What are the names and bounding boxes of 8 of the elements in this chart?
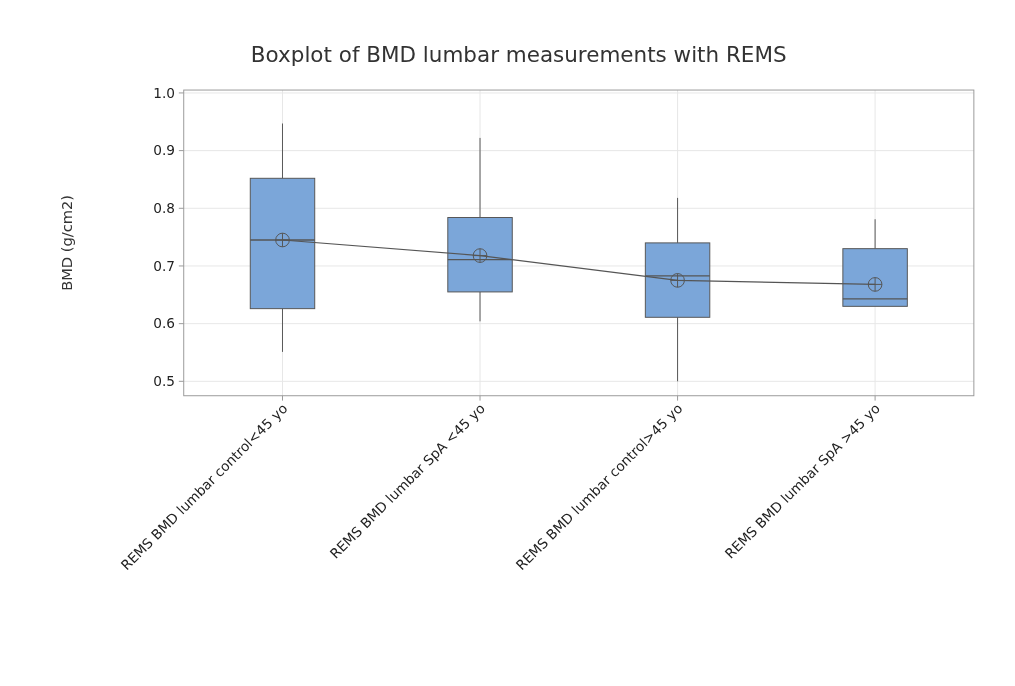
y-tick-label: 0.9	[153, 142, 175, 159]
y-tick-label: 0.7	[153, 257, 175, 274]
y-tick-label: 0.8	[153, 200, 175, 217]
y-tick-label: 1.0	[153, 84, 175, 101]
y-axis-title: BMD (g/cm2)	[58, 194, 76, 291]
chart-title: Boxplot of BMD lumbar measurements with REMS	[250, 41, 787, 67]
y-tick-label: 0.5	[153, 373, 175, 390]
y-tick-label: 0.6	[153, 315, 175, 332]
